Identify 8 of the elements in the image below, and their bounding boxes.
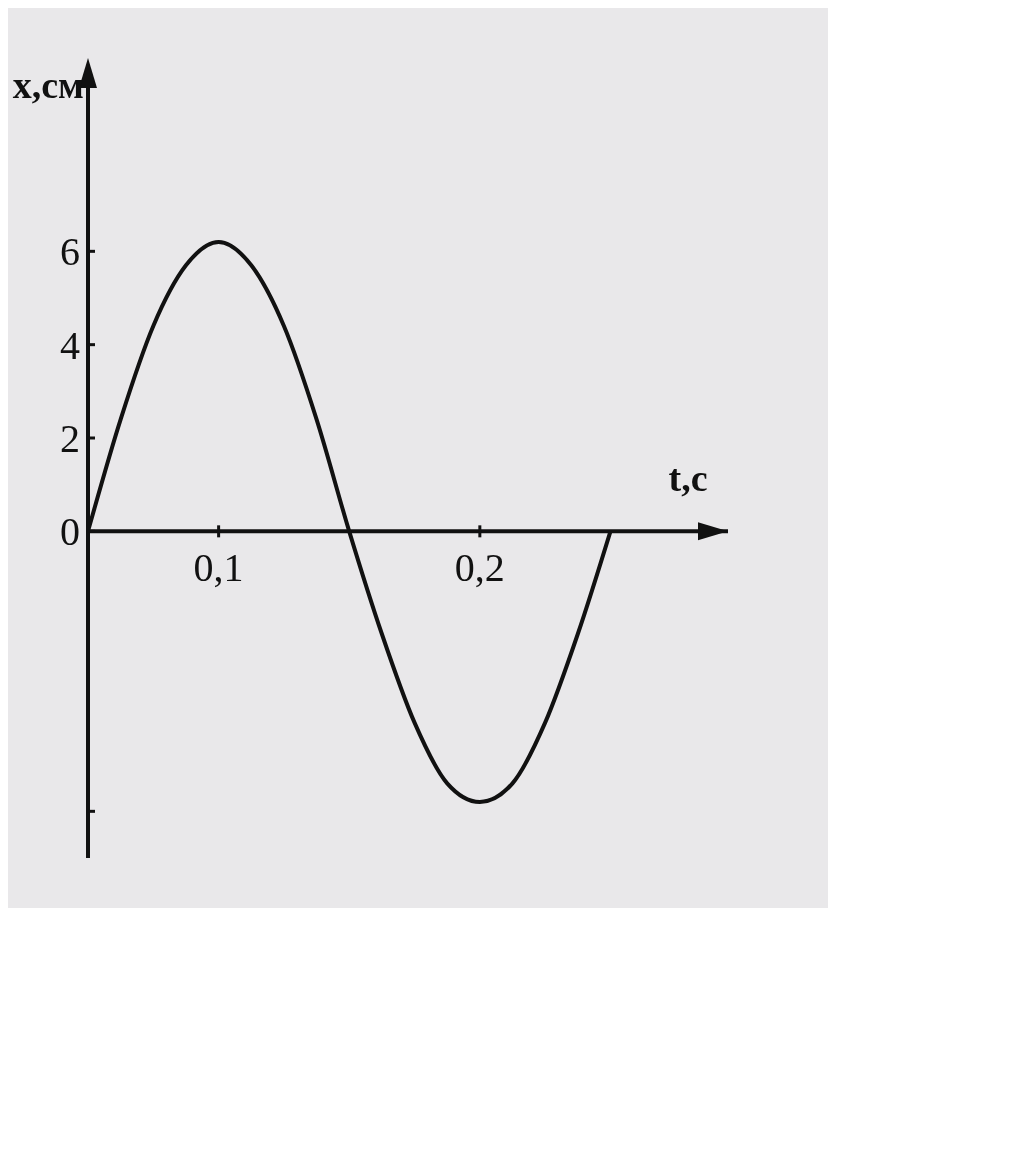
x-tick-label: 0,2 xyxy=(454,545,505,591)
y-axis-title: x,см xyxy=(12,64,84,106)
y-tick-label: 6 xyxy=(60,229,80,275)
x-tick-label: 0,1 xyxy=(193,545,244,591)
x-axis-title: t,с xyxy=(668,457,708,500)
y-tick-label: 2 xyxy=(60,416,80,461)
y-tick-label: 4 xyxy=(60,322,80,368)
y-tick-label: 0 xyxy=(60,509,80,555)
